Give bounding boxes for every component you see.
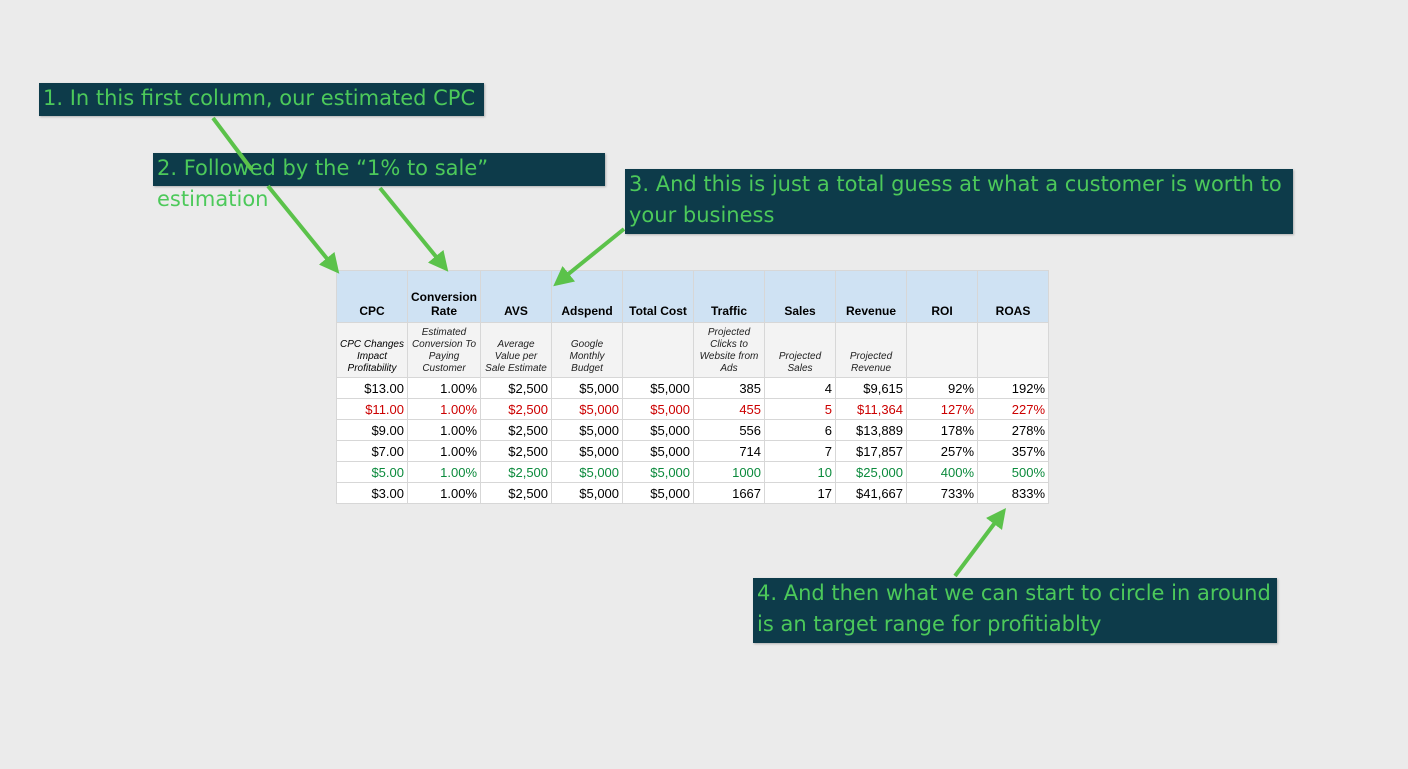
callout-cpc: 1. In this first column, our estimated C… (39, 83, 484, 116)
table-cell[interactable]: $5,000 (551, 482, 624, 504)
table-cell[interactable]: $13.00 (336, 377, 408, 399)
header-cell-revenue[interactable]: Revenue (835, 270, 908, 323)
callout-target-range: 4. And then what we can start to circle … (753, 578, 1277, 643)
subheader-cell[interactable]: Google Monthly Budget (551, 322, 624, 378)
table-cell[interactable]: 1.00% (406, 398, 482, 420)
spreadsheet-table: CPC Conversion Rate AVS Adspend Total Co… (336, 270, 1050, 504)
subheader-cell[interactable] (977, 322, 1050, 378)
arrow-3 (553, 227, 626, 287)
table-cell[interactable]: $5.00 (336, 461, 408, 483)
callout-conversion: 2. Followed by the “1% to sale” estimati… (153, 153, 605, 211)
table-cell[interactable]: $5,000 (551, 377, 624, 399)
subheader-cell[interactable] (622, 322, 695, 378)
header-cell-conversion-rate[interactable]: Conversion Rate (406, 270, 482, 323)
table-cell[interactable]: 1.00% (406, 482, 482, 504)
table-row: $5.00 1.00% $2,500 $5,000 $5,000 1000 10 $25,00… (336, 461, 1050, 483)
table-cell[interactable]: $41,667 (835, 482, 908, 504)
table-cell[interactable]: 400% (906, 461, 979, 483)
header-cell-sales[interactable]: Sales (764, 270, 837, 323)
table-cell[interactable]: $2,500 (480, 419, 553, 441)
table-cell[interactable]: $17,857 (835, 440, 908, 462)
header-cell-traffic[interactable]: Traffic (693, 270, 766, 323)
arrow-1b (266, 184, 340, 274)
header-cell-roi[interactable]: ROI (906, 270, 979, 323)
header-cell-cpc[interactable]: CPC (336, 270, 408, 323)
table-row: $13.00 1.00% $2,500 $5,000 $5,000 385 4 $9,615 9… (336, 377, 1050, 399)
table-cell[interactable]: $5,000 (622, 440, 695, 462)
arrow-1a (211, 116, 254, 172)
table-cell[interactable]: 385 (693, 377, 766, 399)
table-cell[interactable]: 278% (977, 419, 1050, 441)
table-row: $3.00 1.00% $2,500 $5,000 $5,000 1667 17 $41,66… (336, 482, 1050, 504)
table-cell[interactable]: $11,364 (835, 398, 908, 420)
table-cell[interactable]: $2,500 (480, 482, 553, 504)
table-row: $7.00 1.00% $2,500 $5,000 $5,000 714 7 $17,857 2… (336, 440, 1050, 462)
table-cell[interactable]: $2,500 (480, 398, 553, 420)
header-cell-avs[interactable]: AVS (480, 270, 553, 323)
table-cell[interactable]: 1.00% (406, 461, 482, 483)
callout-avs: 3. And this is just a total guess at wha… (625, 169, 1293, 234)
table-cell[interactable]: $2,500 (480, 377, 553, 399)
table-cell[interactable]: $5,000 (622, 482, 695, 504)
table-cell[interactable]: 833% (977, 482, 1050, 504)
table-cell[interactable]: 192% (977, 377, 1050, 399)
arrow-4 (953, 508, 1006, 578)
subheader-cell[interactable]: Projected Sales (764, 322, 837, 378)
header-cell-total-cost[interactable]: Total Cost (622, 270, 695, 323)
table-cell[interactable]: 1.00% (406, 440, 482, 462)
arrow-2 (378, 186, 449, 272)
table-body: $13.00 1.00% $2,500 $5,000 $5,000 385 4 $9,615 9… (336, 377, 1050, 504)
table-cell[interactable]: $3.00 (336, 482, 408, 504)
subheader-cell[interactable]: Estimated Conversion To Paying Customer (406, 322, 482, 378)
header-row: CPC Conversion Rate AVS Adspend Total Co… (336, 270, 1050, 323)
subheader-cell[interactable] (906, 322, 979, 378)
table-cell[interactable]: 1667 (693, 482, 766, 504)
subheader-cell[interactable]: Projected Clicks to Website from Ads (693, 322, 766, 378)
subheader-cell[interactable]: Projected Revenue (835, 322, 908, 378)
